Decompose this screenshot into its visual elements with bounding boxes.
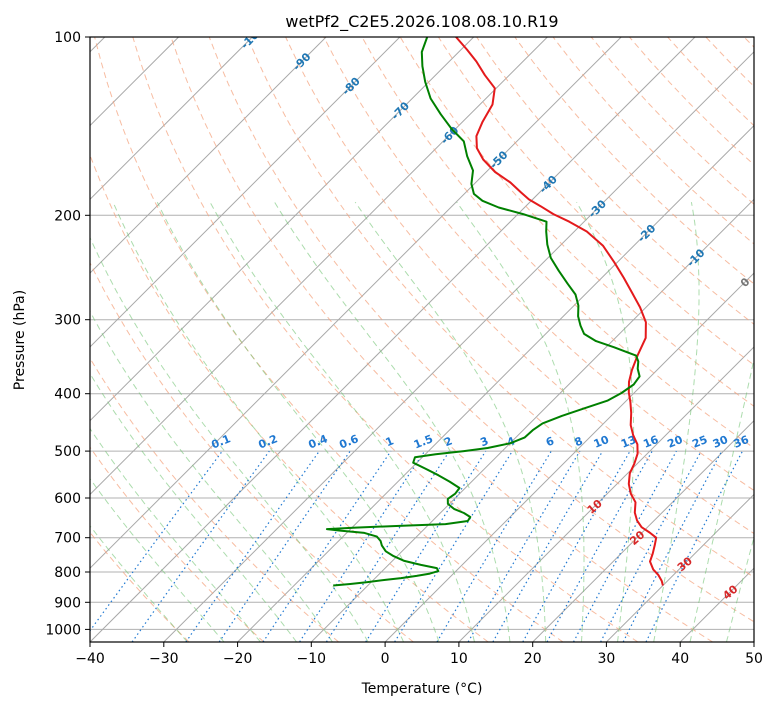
moist-adiabat-line [90, 310, 333, 642]
y-tick-label: 500 [54, 444, 81, 460]
x-tick-label: 20 [524, 651, 542, 667]
y-tick-label: 600 [54, 491, 81, 507]
moist-adiabat-line [112, 201, 405, 642]
dewpoint-profile-line [325, 37, 641, 587]
series-layer [325, 37, 664, 587]
dry-adiabat-line [208, 37, 754, 623]
isotherm-line [90, 37, 548, 496]
isotherm-line [532, 419, 754, 642]
mixing-ratio-label: 1 [384, 434, 396, 449]
isotherm-line [90, 37, 327, 274]
mixing-ratio-line [394, 450, 513, 642]
mixing-ratio-line [436, 450, 552, 642]
mixing-ratio-label: 16 [641, 433, 660, 451]
x-axis-label: Temperature (°C) [361, 681, 483, 697]
isotherm-line [90, 37, 253, 201]
dry-adiabat-line [323, 37, 754, 492]
isotherm-line [90, 37, 475, 422]
dry-adiabat-line [132, 37, 639, 642]
mixing-ratio-label: 10 [592, 433, 611, 451]
x-tick-label: −40 [75, 651, 105, 667]
mixing-ratio-line [572, 450, 677, 642]
moist-adiabat-line [456, 201, 585, 642]
moist-adiabat-line [90, 525, 188, 642]
isotherm-line [90, 37, 401, 348]
moist-adiabat-line [156, 201, 440, 642]
mixing-ratio-line [325, 450, 450, 642]
mixing-ratio-label: 36 [732, 433, 751, 451]
x-tick-label: 0 [381, 651, 390, 667]
y-tick-label: 1000 [45, 622, 81, 638]
y-tick-label: 400 [54, 387, 81, 403]
mixing-ratio-line [185, 450, 320, 642]
moist-adiabat-line [354, 201, 547, 642]
plot-frame [89, 36, 755, 643]
dry-adiabat-line [90, 261, 414, 642]
mixing-ratio-line [218, 450, 351, 642]
dry-adiabat-line [90, 446, 265, 642]
x-tick-label: 10 [450, 651, 468, 667]
mixing-ratio-label: 20 [666, 433, 685, 451]
dry-adiabat-line [246, 37, 754, 578]
isotherm-line [163, 51, 754, 642]
temperature-profile-line [455, 37, 664, 586]
mixing-ratio-label: 3 [478, 434, 490, 449]
mixing-ratio-line [131, 450, 270, 642]
mixing-ratio-line [365, 450, 487, 642]
x-tick-label: −10 [297, 651, 327, 667]
isotherm-line [606, 493, 754, 642]
mixing-ratio-line [262, 450, 392, 642]
x-tick-label: −20 [223, 651, 253, 667]
mixing-ratio-line [467, 450, 581, 642]
y-tick-label: 800 [54, 565, 81, 581]
mixing-ratio-label: 8 [573, 434, 585, 449]
moist-adiabat-line [90, 372, 297, 642]
y-axis: 1000 900 800 700 600 500 400 300 200 100 [45, 30, 90, 638]
moist-adiabat-line [90, 236, 369, 642]
mixing-ratio-label: 25 [690, 433, 709, 451]
dry-adiabat-line [514, 37, 754, 285]
y-tick-label: 900 [54, 595, 81, 611]
dry-adiabat-line [476, 37, 754, 325]
mixing-ratio-label: 30 [711, 433, 730, 451]
dry-adiabat-line [437, 37, 754, 366]
moist-adiabat-line [209, 201, 475, 642]
x-tick-label: −30 [149, 651, 179, 667]
isotherm-line [237, 124, 754, 642]
isotherm-line [384, 272, 754, 642]
isotherm-line [90, 37, 622, 569]
plot-background [90, 37, 754, 642]
chart-title: wetPf2_C2E5.2026.108.08.10.R19 [285, 12, 558, 32]
y-tick-label: 300 [54, 313, 81, 329]
x-axis: −40 −30 −20 −10 0 10 20 30 40 50 [75, 642, 763, 667]
x-tick-label: 40 [671, 651, 689, 667]
dry-adiabat-line [170, 37, 713, 642]
background-lines [90, 37, 754, 642]
isotherm-line [90, 37, 696, 642]
y-tick-label: 200 [54, 208, 81, 224]
y-tick-label: 100 [54, 30, 81, 46]
x-tick-label: 30 [597, 651, 615, 667]
mixing-ratio-line [299, 450, 426, 642]
dry-adiabat-line [94, 37, 564, 642]
dry-adiabat-line [285, 37, 754, 535]
x-tick-label: 50 [745, 651, 763, 667]
isotherm-line [458, 346, 754, 642]
mixing-ratio-label: 2 [442, 434, 454, 449]
y-axis-label: Pressure (hPa) [12, 290, 28, 390]
y-tick-label: 700 [54, 531, 81, 547]
